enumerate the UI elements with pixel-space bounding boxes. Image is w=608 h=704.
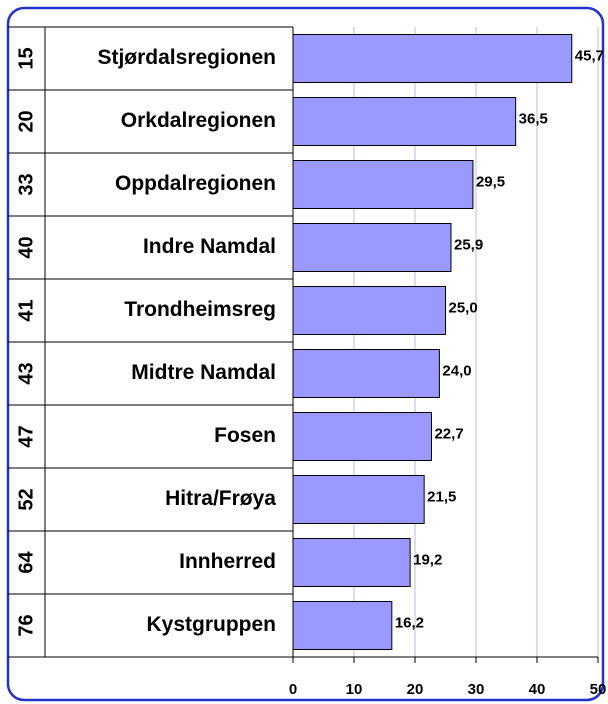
rank: 52	[15, 488, 37, 510]
value-label: 45,7	[575, 47, 604, 64]
category-label: Oppdalregionen	[115, 172, 276, 195]
value-label: 29,5	[476, 173, 505, 190]
x-tick-label: 30	[468, 681, 485, 698]
bar	[292, 349, 440, 398]
bar	[292, 160, 474, 209]
value-label: 25,0	[449, 299, 478, 316]
bar	[292, 223, 452, 272]
bar	[292, 97, 517, 146]
category-label: Innherred	[179, 550, 276, 573]
rank: 47	[15, 425, 37, 447]
value-label: 36,5	[519, 110, 548, 127]
value-label: 16,2	[395, 614, 424, 631]
bar	[292, 34, 573, 83]
rank: 40	[15, 236, 37, 258]
bar	[292, 475, 425, 524]
x-tick-label: 0	[289, 681, 297, 698]
rank: 43	[15, 362, 37, 384]
category-label: Stjørdalsregionen	[97, 46, 276, 69]
category-label: Fosen	[214, 424, 276, 447]
rank: 33	[15, 173, 37, 195]
bar	[292, 286, 446, 335]
x-tick-label: 10	[346, 681, 363, 698]
x-tick-label: 40	[529, 681, 546, 698]
category-label: Hitra/Frøya	[165, 487, 276, 510]
value-label: 22,7	[434, 425, 463, 442]
value-label: 24,0	[442, 362, 471, 379]
rank: 41	[15, 299, 37, 321]
value-label: 19,2	[413, 551, 442, 568]
bar	[292, 412, 432, 461]
category-label: Kystgruppen	[146, 613, 276, 636]
rank: 76	[15, 614, 37, 636]
bar	[292, 601, 393, 650]
rank: 64	[15, 551, 37, 574]
x-tick-label: 20	[407, 681, 424, 698]
value-label: 25,9	[454, 236, 483, 253]
x-tick-label: 50	[590, 681, 607, 698]
plot: 0 10 20 30 40 50 15 Stjørdalsregionen 45,7 20 Orkd…	[8, 26, 607, 698]
category-label: Orkdalregionen	[121, 109, 276, 132]
category-label: Midtre Namdal	[131, 361, 276, 384]
bar	[292, 538, 411, 587]
category-label: Indre Namdal	[143, 235, 276, 258]
category-label: Trondheimsreg	[124, 298, 276, 321]
rank: 15	[15, 47, 37, 69]
value-label: 21,5	[427, 488, 456, 505]
rank: 20	[15, 110, 37, 132]
